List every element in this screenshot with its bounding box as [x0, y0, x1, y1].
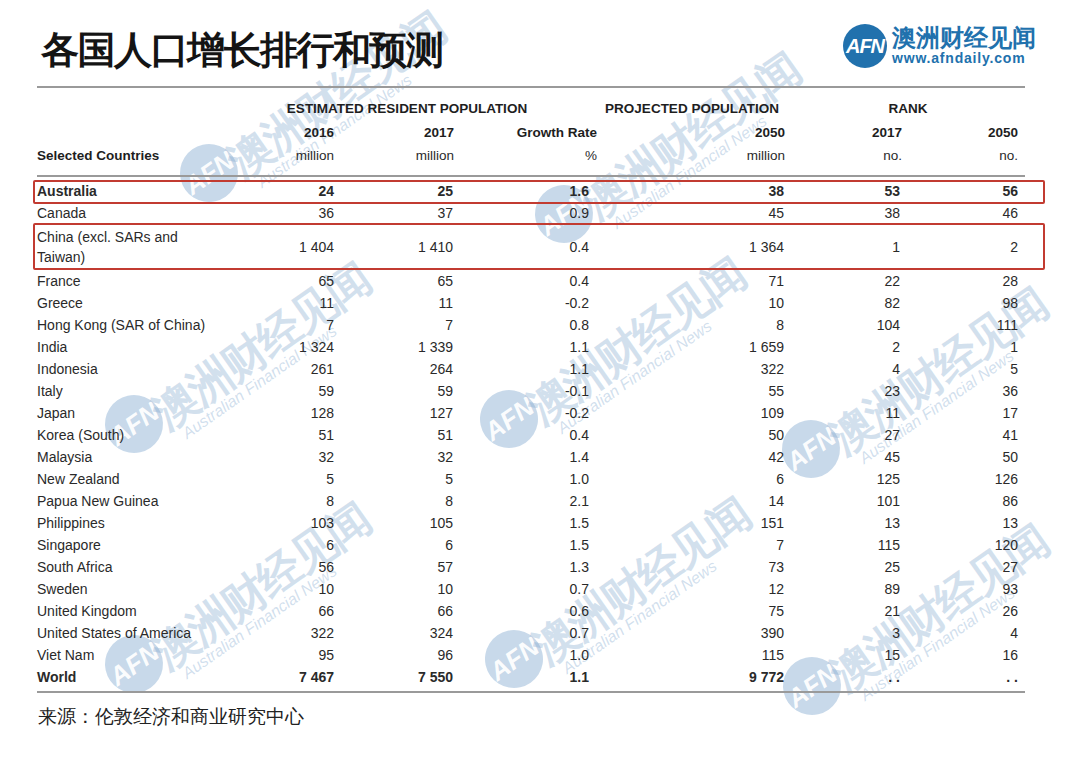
- column-year-header: Growth Rate: [457, 124, 597, 140]
- afn-logo: AFN 澳洲财经见闻 www.afndaily.com: [843, 24, 1036, 68]
- value-cell: 120: [878, 534, 1018, 556]
- value-cell: 46: [878, 202, 1018, 224]
- value-cell: 41: [878, 424, 1018, 446]
- value-cell: 16: [878, 644, 1018, 666]
- column-year-header: 2016: [194, 124, 334, 140]
- value-cell: 105: [313, 512, 453, 534]
- source-note: 来源：伦敦经济和商业研究中心: [38, 704, 304, 730]
- afn-logo-name: 澳洲财经见闻: [892, 24, 1036, 51]
- value-cell: 1.0: [449, 644, 589, 666]
- value-cell: 0.7: [449, 622, 589, 644]
- value-cell: 1.1: [449, 358, 589, 380]
- value-cell: 11: [313, 292, 453, 314]
- value-cell: 27: [878, 556, 1018, 578]
- value-cell: 7 550: [313, 666, 453, 688]
- column-unit-header: million: [314, 147, 454, 163]
- value-cell: 0.6: [449, 600, 589, 622]
- value-cell: 1.4: [449, 446, 589, 468]
- value-cell: 17: [878, 402, 1018, 424]
- value-cell: 1.0: [449, 468, 589, 490]
- column-group-header: PROJECTED POPULATION: [605, 101, 779, 116]
- value-cell: 5: [313, 468, 453, 490]
- value-cell: -0.2: [449, 402, 589, 424]
- value-cell: 65: [313, 270, 453, 292]
- value-cell: 0.9: [449, 202, 589, 224]
- value-cell: 127: [313, 402, 453, 424]
- column-unit-header: million: [194, 147, 334, 163]
- value-cell: 1.3: [449, 556, 589, 578]
- value-cell: 1.5: [449, 512, 589, 534]
- value-cell: -0.1: [449, 380, 589, 402]
- column-year-header: 2050: [878, 124, 1018, 140]
- divider-header: [37, 175, 1025, 177]
- value-cell: 26: [878, 600, 1018, 622]
- value-cell: 5: [878, 358, 1018, 380]
- value-cell: 0.8: [449, 314, 589, 336]
- highlight-box-australia: [33, 180, 1045, 204]
- value-cell: 7: [313, 314, 453, 336]
- value-cell: 0.7: [449, 578, 589, 600]
- value-cell: 37: [313, 202, 453, 224]
- value-cell: 324: [313, 622, 453, 644]
- divider-title: [37, 86, 1025, 88]
- value-cell: 50: [878, 446, 1018, 468]
- value-cell: 111: [878, 314, 1018, 336]
- value-cell: 36: [878, 380, 1018, 402]
- value-cell: -0.2: [449, 292, 589, 314]
- afn-logo-abbr: AFN: [846, 35, 884, 58]
- value-cell: 28: [878, 270, 1018, 292]
- row-label-header: Selected Countries: [37, 147, 159, 163]
- value-cell: 6: [313, 534, 453, 556]
- value-cell: 59: [313, 380, 453, 402]
- column-group-header: RANK: [889, 101, 928, 116]
- value-cell: 1.1: [449, 336, 589, 358]
- value-cell: 1 339: [313, 336, 453, 358]
- highlight-box-china: [33, 223, 1045, 270]
- page: AFN澳洲财经见闻Australian Financial NewsAFN澳洲财…: [0, 0, 1080, 766]
- column-year-header: 2017: [314, 124, 454, 140]
- value-cell: 2.1: [449, 490, 589, 512]
- value-cell: 1.5: [449, 534, 589, 556]
- column-group-header: ESTIMATED RESIDENT POPULATION: [287, 101, 527, 116]
- value-cell: 32: [313, 446, 453, 468]
- value-cell: . .: [878, 666, 1018, 688]
- afn-logo-icon: AFN: [843, 24, 887, 68]
- afn-logo-text: 澳洲财经见闻 www.afndaily.com: [892, 24, 1036, 68]
- value-cell: 126: [878, 468, 1018, 490]
- value-cell: 8: [313, 490, 453, 512]
- value-cell: 4: [878, 622, 1018, 644]
- value-cell: 1.1: [449, 666, 589, 688]
- value-cell: 13: [878, 512, 1018, 534]
- value-cell: 10: [313, 578, 453, 600]
- value-cell: 57: [313, 556, 453, 578]
- value-cell: 98: [878, 292, 1018, 314]
- value-cell: 1: [878, 336, 1018, 358]
- value-cell: 86: [878, 490, 1018, 512]
- value-cell: 66: [313, 600, 453, 622]
- divider-bottom: [37, 691, 1025, 693]
- value-cell: 0.4: [449, 424, 589, 446]
- column-unit-header: %: [457, 147, 597, 163]
- value-cell: 264: [313, 358, 453, 380]
- page-title: 各国人口增长排行和预测: [41, 25, 443, 76]
- value-cell: 51: [313, 424, 453, 446]
- afn-logo-url: www.afndaily.com: [892, 51, 1036, 66]
- value-cell: 93: [878, 578, 1018, 600]
- value-cell: 0.4: [449, 270, 589, 292]
- column-unit-header: no.: [878, 147, 1018, 163]
- value-cell: 96: [313, 644, 453, 666]
